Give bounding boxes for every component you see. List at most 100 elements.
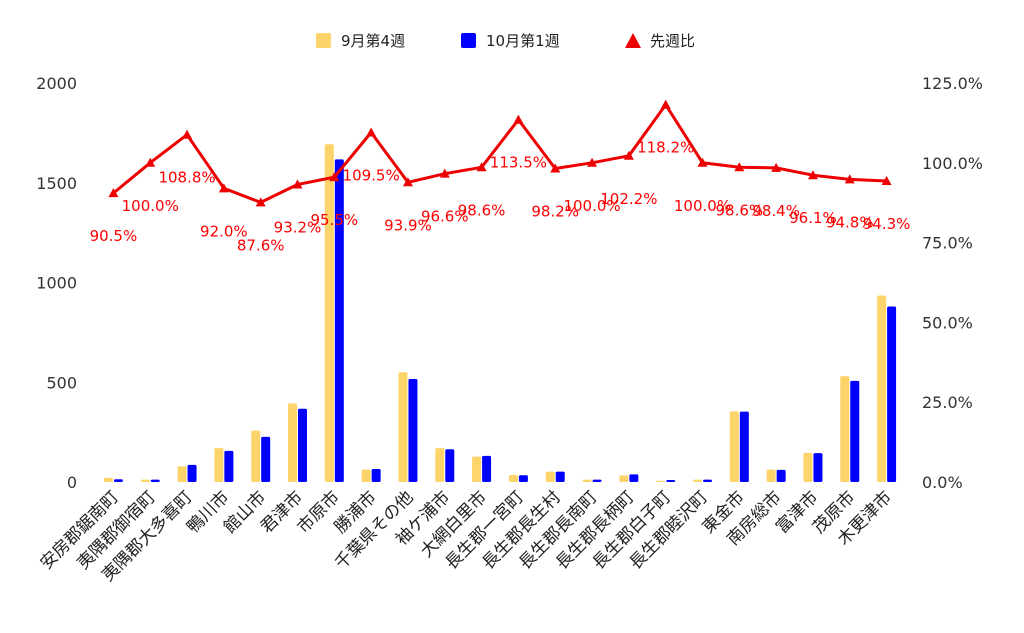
ratio-marker (255, 197, 266, 207)
y2-tick-label: 125.0% (922, 74, 983, 93)
y2-tick-label: 100.0% (922, 154, 983, 173)
ratio-marker (734, 162, 745, 172)
ratio-line-path (112, 103, 887, 204)
ratio-data-label: 98.6% (715, 201, 763, 219)
ratio-marker (182, 129, 193, 139)
legend-label: 先週比 (650, 32, 695, 50)
ratio-data-label: 96.1% (789, 209, 837, 227)
bar-sep-week4 (693, 479, 702, 482)
legend-swatch (461, 33, 476, 48)
y-tick-label: 1000 (36, 274, 77, 293)
ratio-marker (439, 168, 450, 178)
bar-sep-week4 (398, 372, 408, 482)
bar-oct-week1 (482, 455, 492, 482)
legend-triangle-icon (625, 33, 641, 48)
ratio-marker (218, 183, 229, 193)
ratio-marker (329, 172, 340, 182)
ratio-data-label: 87.6% (237, 236, 285, 254)
ratio-data-label: 90.5% (90, 227, 138, 245)
bar-oct-week1 (371, 469, 381, 482)
bar-oct-week1 (629, 474, 639, 482)
bar-oct-week1 (850, 380, 860, 482)
y2-tick-label: 75.0% (922, 234, 973, 253)
ratio-data-label: 100.0% (674, 197, 731, 215)
ratio-marker (660, 99, 671, 109)
ratio-data-label: 94.8% (826, 213, 874, 231)
bar-oct-week1 (555, 471, 565, 482)
y-tick-label: 1500 (36, 174, 77, 193)
ratio-marker (292, 179, 303, 189)
bar-oct-week1 (518, 475, 528, 482)
ratio-data-label: 118.2% (637, 139, 694, 157)
bar-sep-week4 (361, 469, 371, 482)
bar-sep-week4 (103, 477, 113, 482)
legend: 9月第4週 10月第1週 先週比 (316, 32, 695, 50)
bars (103, 144, 897, 482)
ratio-marker (623, 150, 634, 160)
bar-sep-week4 (140, 479, 150, 482)
bar-sep-week4 (288, 403, 297, 482)
y-tick-label: 0 (67, 473, 77, 492)
ratio-marker (844, 174, 855, 184)
bar-oct-week1 (703, 479, 712, 482)
ratio-data-label: 94.3% (863, 215, 911, 233)
ratio-data-label: 98.4% (752, 202, 800, 220)
ratio-data-label: 98.6% (458, 201, 506, 219)
ratio-marker (513, 114, 524, 124)
bar-sep-week4 (324, 144, 334, 482)
ratio-marker (881, 175, 892, 185)
bar-oct-week1 (445, 449, 455, 482)
ratio-data-label: 95.5% (310, 211, 358, 229)
bar-oct-week1 (187, 464, 197, 482)
ratio-data-label: 93.9% (384, 216, 432, 234)
ratio-line: 90.5% 100.0% 108.8% 92.0%87.6%93.2%95.5% 109… (90, 99, 911, 254)
bar-sep-week4 (177, 466, 187, 482)
bar-oct-week1 (261, 436, 271, 482)
bar-sep-week4 (729, 411, 739, 482)
ratio-data-label: 93.2% (274, 219, 322, 237)
bar-oct-week1 (776, 469, 786, 482)
bar-oct-week1 (813, 453, 823, 482)
y2-tick-label: 50.0% (922, 313, 973, 332)
bar-sep-week4 (435, 448, 445, 482)
ratio-data-label: 109.5% (343, 166, 400, 184)
ratio-marker (108, 188, 119, 198)
bar-sep-week4 (214, 448, 224, 482)
bar-oct-week1 (224, 450, 234, 482)
bar-sep-week4 (251, 430, 261, 482)
legend-label: 9月第4週 (341, 32, 405, 50)
bar-sep-week4 (766, 469, 776, 482)
y2-tick-label: 25.0% (922, 393, 973, 412)
bar-oct-week1 (408, 379, 418, 482)
ratio-data-label: 102.2% (600, 190, 657, 208)
bar-sep-week4 (619, 475, 629, 482)
right-axis: 0.0% 25.0% 50.0% 75.0% 100.0% 125.0% (922, 74, 983, 492)
ratio-marker (771, 162, 782, 172)
bar-sep-week4 (582, 479, 592, 482)
ratio-marker (550, 163, 561, 173)
bar-sep-week4 (840, 376, 850, 482)
bar-oct-week1 (887, 306, 897, 482)
y-tick-label: 2000 (36, 74, 77, 93)
left-axis: 0 500 1000 1500 2000 (36, 74, 77, 492)
bar-oct-week1 (113, 479, 123, 482)
ratio-data-label: 100.0% (122, 197, 179, 215)
ratio-marker (366, 127, 377, 137)
category-labels: 安房郡鋸南町夷隅郡御宿町夷隅郡大多喜町鴨川市館山市君津市市原市勝浦市千葉県その他… (37, 487, 896, 585)
ratio-data-label: 113.5% (490, 154, 547, 172)
bar-oct-week1 (298, 408, 307, 482)
ratio-data-label: 100.0% (563, 197, 620, 215)
bar-sep-week4 (656, 480, 666, 482)
ratio-marker (587, 157, 598, 167)
y-tick-label: 500 (46, 373, 77, 392)
bar-oct-week1 (150, 479, 160, 482)
bar-sep-week4 (877, 295, 887, 482)
ratio-marker (402, 177, 413, 187)
ratio-marker (476, 162, 487, 172)
bar-oct-week1 (666, 480, 676, 482)
bar-oct-week1 (334, 159, 344, 482)
legend-swatch (316, 33, 331, 48)
ratio-data-label: 96.6% (421, 208, 469, 226)
bar-oct-week1 (592, 479, 602, 482)
